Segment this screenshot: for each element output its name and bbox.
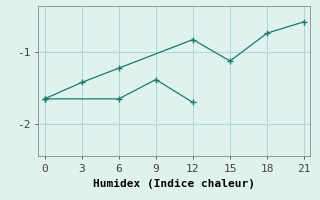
X-axis label: Humidex (Indice chaleur): Humidex (Indice chaleur) <box>93 179 255 189</box>
